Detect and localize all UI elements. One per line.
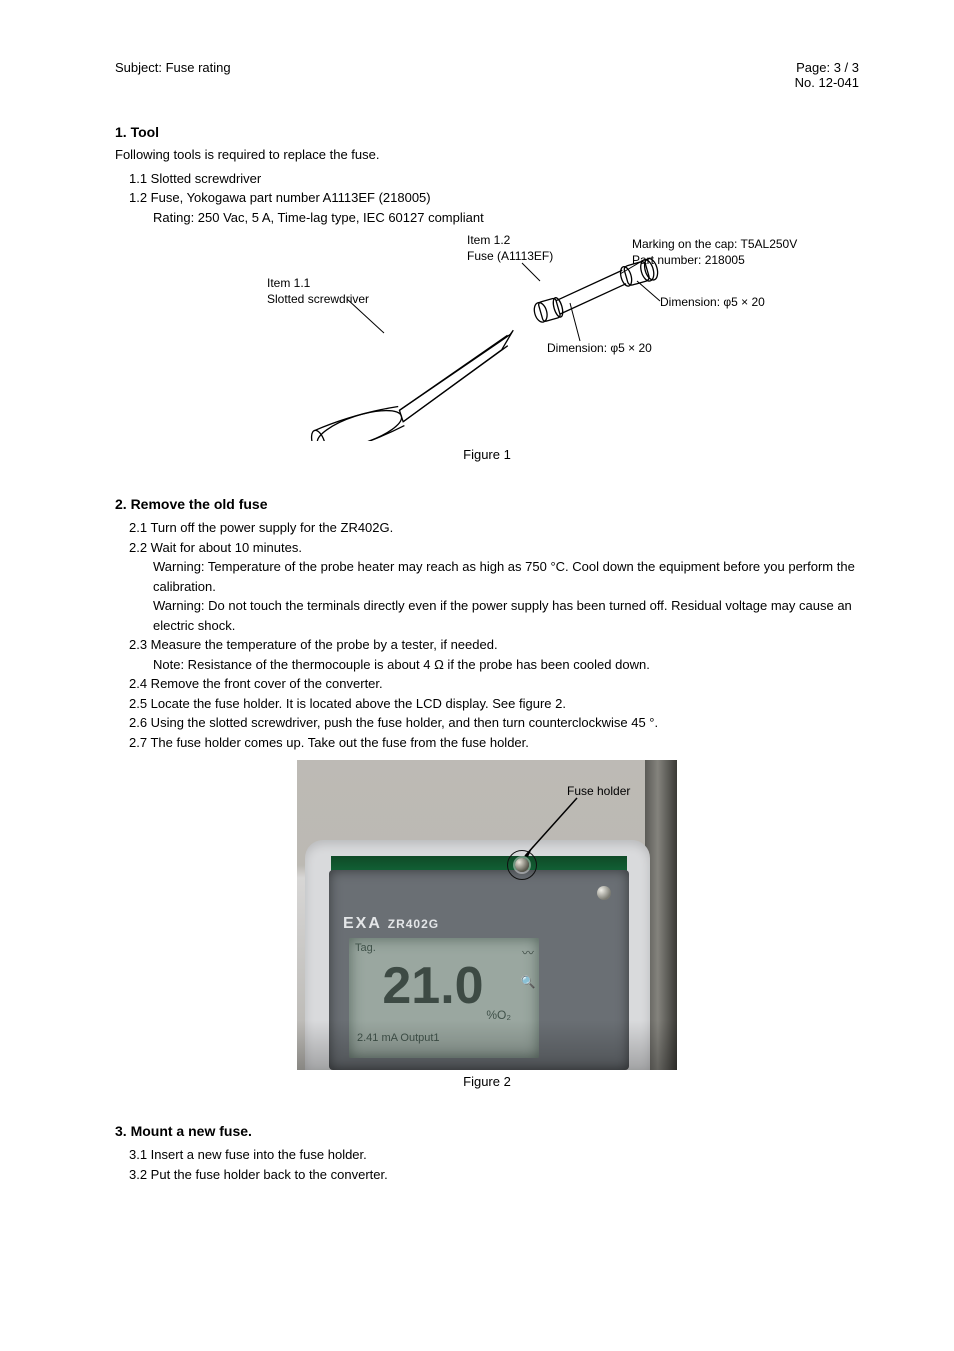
fig1-label-marking: Marking on the cap: T5AL250V Part number…: [632, 237, 792, 268]
fig2-caption: Figure 2: [115, 1074, 859, 1089]
page: Subject: Fuse rating Page: 3 / 3 No. 12-…: [0, 0, 954, 1351]
fig1-marking: Marking on the cap: T5AL250V: [632, 237, 797, 251]
page-header: Subject: Fuse rating Page: 3 / 3 No. 12-…: [115, 60, 859, 90]
fig1-label-fuse: Item 1.2 Fuse (A1113EF): [467, 233, 553, 264]
sec2-step: 2.4 Remove the front cover of the conver…: [129, 674, 859, 694]
fig1-fuse: Fuse (A1113EF): [467, 249, 553, 263]
sec2-step: 2.5 Locate the fuse holder. It is locate…: [129, 694, 859, 714]
sec1-item: 1.1 Slotted screwdriver: [129, 169, 859, 189]
sec3-steps: 3.1 Insert a new fuse into the fuse hold…: [129, 1145, 859, 1184]
sec2-steps: 2.1 Turn off the power supply for the ZR…: [129, 518, 859, 752]
fig1-item12: Item 1.2: [467, 233, 510, 247]
sec2-step: Warning: Do not touch the terminals dire…: [153, 596, 859, 635]
fig1-label-dim2: Dimension: φ5 × 20: [660, 295, 765, 309]
sec1-item: Rating: 250 Vac, 5 A, Time-lag type, IEC…: [153, 208, 859, 228]
sec3-title: 3. Mount a new fuse.: [115, 1123, 859, 1139]
fig2-label: Fuse holder: [567, 784, 630, 798]
sec3-step: 3.2 Put the fuse holder back to the conv…: [129, 1165, 859, 1185]
sec2-step: 2.7 The fuse holder comes up. Take out t…: [129, 733, 859, 753]
fig1-caption: Figure 1: [115, 447, 859, 462]
sec1-items: 1.1 Slotted screwdriver 1.2 Fuse, Yokoga…: [129, 169, 859, 228]
sec2-step: 2.2 Wait for about 10 minutes.: [129, 538, 859, 558]
sec2-step: 2.3 Measure the temperature of the probe…: [129, 635, 859, 655]
figure-1: Item 1.1 Slotted screwdriver: [272, 241, 702, 441]
header-subject: Subject: Fuse rating: [115, 60, 231, 75]
fig1-label-dim: Dimension: φ5 × 20: [547, 341, 652, 355]
sec1-title: 1. Tool: [115, 124, 859, 140]
sec1-item: 1.2 Fuse, Yokogawa part number A1113EF (…: [129, 188, 859, 208]
header-page: Page: 3 / 3: [795, 60, 859, 75]
fig2-image: EXA ZR402G Tag. 21.0 %O₂ 2.41 mA Output1…: [297, 760, 677, 1070]
fig2-arrow: [297, 760, 677, 1070]
sec1-intro: Following tools is required to replace t…: [115, 146, 859, 165]
sec2-title: 2. Remove the old fuse: [115, 496, 859, 512]
sec3-step: 3.1 Insert a new fuse into the fuse hold…: [129, 1145, 859, 1165]
header-docno: No. 12-041: [795, 75, 859, 90]
sec2-step: Note: Resistance of the thermocouple is …: [153, 655, 859, 675]
sec2-step: 2.6 Using the slotted screwdriver, push …: [129, 713, 859, 733]
fig1-pn: Part number: 218005: [632, 253, 745, 267]
figure-2: EXA ZR402G Tag. 21.0 %O₂ 2.41 mA Output1…: [297, 760, 677, 1070]
sec2-step: 2.1 Turn off the power supply for the ZR…: [129, 518, 859, 538]
header-right: Page: 3 / 3 No. 12-041: [795, 60, 859, 90]
sec2-step: Warning: Temperature of the probe heater…: [153, 557, 859, 596]
